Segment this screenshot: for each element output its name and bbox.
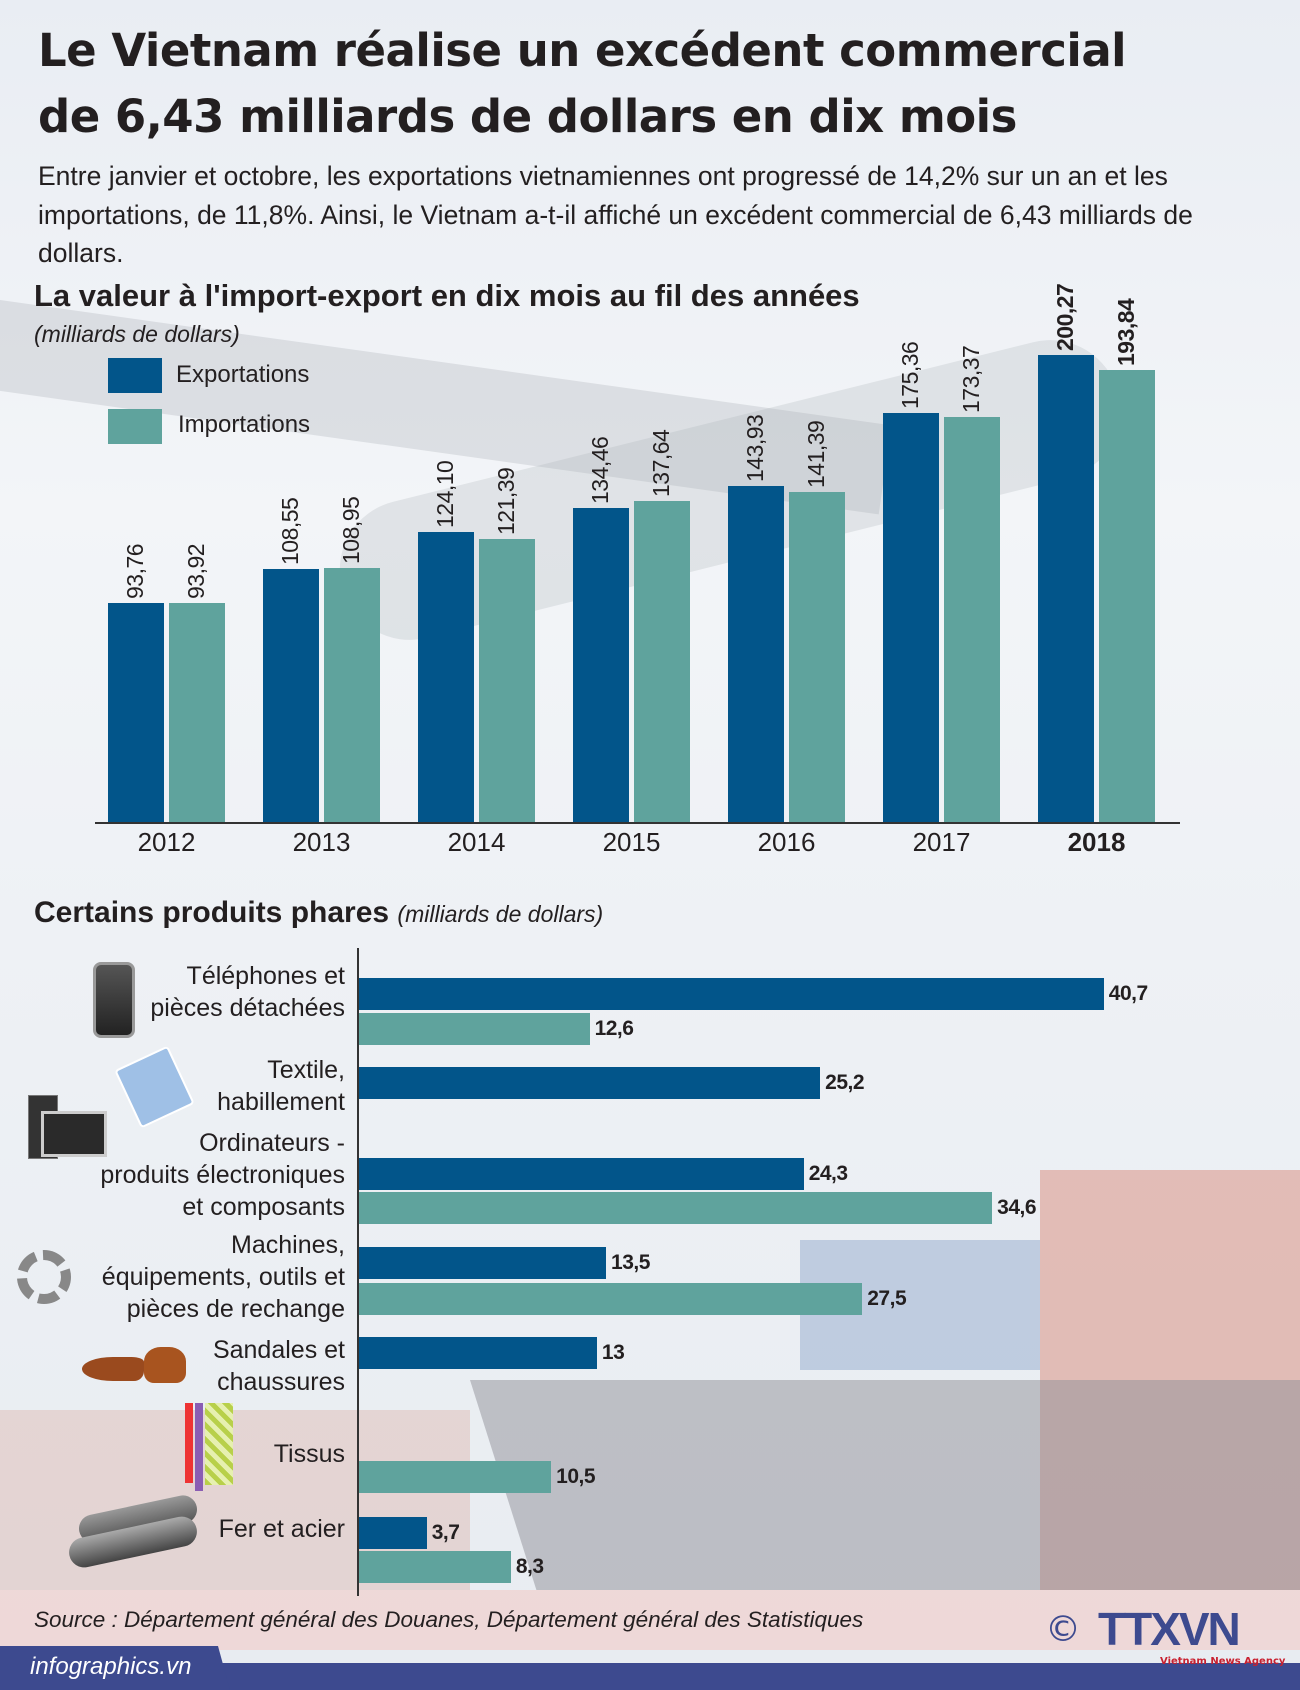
shoes-icon: [82, 1345, 192, 1385]
page-title: Le Vietnam réalise un excédent commercia…: [38, 18, 1127, 150]
imports-value-label: 34,6: [997, 1196, 1037, 1219]
category-label: Sandales et chaussures: [212, 1336, 345, 1396]
import-value-label-2015: 137,64: [648, 429, 674, 497]
source-note: Source : Département général des Douanes…: [34, 1607, 864, 1632]
imports-bar: [359, 1013, 590, 1045]
exports-bar: [359, 1158, 804, 1190]
legend-label-exports: Exportations: [176, 361, 310, 388]
import-value-label-2013: 108,95: [338, 496, 364, 564]
intro-paragraph: Entre janvier et octobre, les exportatio…: [38, 161, 1193, 268]
category-label: Machines, équipements, outils et pièces de…: [101, 1231, 345, 1323]
imports-value-label: 27,5: [867, 1287, 907, 1310]
computer-icon: [26, 1095, 107, 1170]
gear-piston-icon: [17, 1250, 71, 1304]
import-bar-2016: [789, 491, 845, 822]
year-label-2017: 2017: [912, 827, 971, 857]
legend-swatch-exports: [108, 358, 162, 393]
export-bar-2013: [263, 568, 319, 822]
exports-value-label: 40,7: [1108, 982, 1148, 1005]
category-label: Tissus: [273, 1440, 345, 1468]
exports-bar: [359, 1517, 427, 1549]
chart1-title: La valeur à l'import-export en dix mois …: [34, 278, 860, 313]
export-value-label-2017: 175,36: [897, 341, 923, 409]
chart1-x-axis: [95, 822, 1180, 824]
export-bar-2016: [728, 486, 784, 822]
export-bar-2012: [108, 603, 164, 822]
year-label-2016: 2016: [757, 827, 816, 857]
category-label: Fer et acier: [218, 1515, 345, 1543]
imports-value-label: 10,5: [556, 1465, 596, 1488]
site-link[interactable]: infographics.vn: [30, 1653, 192, 1680]
imports-bar: [359, 1283, 863, 1315]
fabric-icon: [185, 1403, 233, 1491]
year-label-2012: 2012: [137, 827, 196, 857]
export-bar-2018: [1038, 354, 1094, 822]
imports-value-label: 8,3: [515, 1555, 544, 1578]
year-label-2013: 2013: [292, 827, 351, 857]
import-value-label-2017: 173,37: [958, 345, 984, 414]
import-value-label-2012: 93,92: [183, 543, 209, 599]
category-label: Téléphones et pièces détachées: [150, 962, 345, 1022]
export-value-label-2013: 108,55: [277, 497, 303, 565]
ttxvn-logo: TTXVN: [1098, 1603, 1241, 1655]
category-label: Textile, habillement: [217, 1056, 345, 1116]
title-line-1: Le Vietnam réalise un excédent commercia…: [38, 24, 1127, 77]
year-label-2014: 2014: [447, 827, 506, 857]
background-footer-strip: [0, 1590, 1300, 1650]
import-bar-2012: [169, 602, 225, 822]
export-value-label-2016: 143,93: [742, 414, 768, 483]
imports-bar: [359, 1192, 993, 1224]
steel-pipes-icon: [66, 1492, 208, 1571]
import-bar-2017: [944, 417, 1000, 822]
exports-bar: [359, 1067, 821, 1099]
exports-value-label: 3,7: [431, 1521, 460, 1544]
imports-bar: [359, 1461, 552, 1493]
chart2-unit: (milliards de dollars): [397, 901, 604, 927]
title-line-2: de 6,43 milliards de dollars en dix mois: [38, 90, 1017, 143]
footer-tab: [0, 1646, 230, 1690]
export-bar-2014: [418, 532, 474, 822]
exports-value-label: 13: [601, 1341, 625, 1364]
exports-value-label: 24,3: [808, 1162, 848, 1185]
export-bar-2017: [883, 412, 939, 822]
exports-bar: [359, 1337, 597, 1369]
legend-swatch-imports: [108, 409, 162, 444]
export-value-label-2014: 124,10: [432, 460, 458, 529]
export-bar-2015: [573, 508, 629, 822]
chart2-title: Certains produits phares (milliards de d…: [34, 895, 603, 932]
import-bar-2014: [479, 538, 535, 822]
background-ship-hull: [470, 1380, 1300, 1590]
year-label-2015: 2015: [602, 827, 661, 857]
import-value-label-2018: 193,84: [1113, 298, 1139, 366]
copyright-symbol: ©: [1045, 1609, 1081, 1650]
exports-bar: [359, 978, 1104, 1010]
import-bar-2015: [634, 500, 690, 822]
imports-bar: [359, 1551, 511, 1583]
export-value-label-2012: 93,76: [122, 544, 148, 600]
chart2-title-text: Certains produits phares: [34, 896, 390, 929]
exports-value-label: 13,5: [611, 1251, 650, 1274]
exports-bar: [359, 1247, 607, 1279]
year-label-2018: 2018: [1067, 827, 1126, 857]
exports-value-label: 25,2: [825, 1071, 865, 1094]
export-value-label-2015: 134,46: [587, 436, 613, 505]
category-label: Ordinateurs - produits électroniques et co…: [100, 1129, 345, 1221]
legend-label-imports: Importations: [178, 411, 311, 438]
export-value-label-2018: 200,27: [1052, 283, 1078, 351]
import-bar-2013: [324, 567, 380, 822]
shirt-icon: [114, 1045, 195, 1129]
chart1-unit: (milliards de dollars): [34, 321, 240, 347]
chart2-y-axis: [357, 948, 359, 1596]
import-bar-2018: [1099, 369, 1155, 822]
imports-value-label: 12,6: [594, 1017, 634, 1040]
ttxvn-logo-subtitle: Vietnam News Agency: [1160, 1656, 1286, 1667]
import-value-label-2014: 121,39: [493, 467, 519, 535]
phone-icon: [93, 962, 135, 1038]
import-value-label-2016: 141,39: [803, 420, 829, 488]
